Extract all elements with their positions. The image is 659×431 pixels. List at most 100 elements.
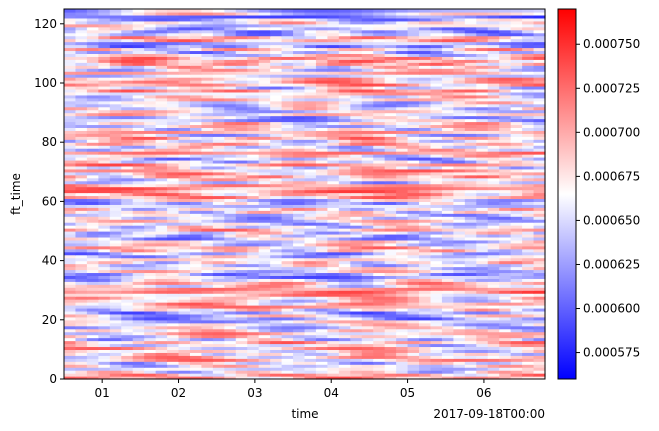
heatmap-cell <box>441 177 454 182</box>
heatmap-cell <box>373 91 386 96</box>
heatmap-cell <box>407 296 420 300</box>
heatmap-cell <box>224 213 237 217</box>
heatmap-cell <box>476 56 489 60</box>
heatmap-cell <box>430 133 443 137</box>
heatmap-cell <box>510 248 523 253</box>
heatmap-cell <box>109 177 122 182</box>
heatmap-cell <box>407 154 420 158</box>
heatmap-cell <box>487 83 500 87</box>
heatmap-cell <box>224 29 237 34</box>
heatmap-cell <box>64 174 77 179</box>
heatmap-cell <box>338 305 351 309</box>
heatmap-cell <box>155 148 168 152</box>
heatmap-cell <box>281 376 294 380</box>
heatmap-cell <box>373 290 386 294</box>
heatmap-cell <box>75 168 88 173</box>
heatmap-cell <box>270 26 283 31</box>
heatmap-cell <box>224 254 237 259</box>
heatmap-cell <box>361 364 374 368</box>
heatmap-cell <box>64 219 77 223</box>
heatmap-cell <box>476 269 489 274</box>
heatmap-cell <box>327 284 340 288</box>
heatmap-cell <box>441 136 454 140</box>
heatmap-cell <box>522 352 535 356</box>
heatmap-cell <box>132 174 145 179</box>
heatmap-cell <box>178 41 191 46</box>
heatmap-cell <box>178 334 191 339</box>
heatmap-cell <box>384 133 397 137</box>
heatmap-cell <box>132 32 145 37</box>
heatmap-cell <box>338 157 351 161</box>
heatmap-cell <box>86 210 99 214</box>
heatmap-cell <box>338 151 351 155</box>
heatmap-cell <box>533 293 546 297</box>
heatmap-cell <box>510 376 523 380</box>
heatmap-cell <box>430 145 443 149</box>
heatmap-cell <box>327 177 340 182</box>
heatmap-cell <box>247 204 260 208</box>
heatmap-cell <box>201 115 214 120</box>
heatmap-cell <box>407 269 420 274</box>
heatmap-cell <box>419 325 432 330</box>
heatmap-cell <box>419 305 432 309</box>
heatmap-cell <box>155 216 168 220</box>
heatmap-cell <box>453 373 466 377</box>
heatmap-cell <box>396 263 409 268</box>
heatmap-cell <box>407 346 420 350</box>
heatmap-cell <box>350 165 363 170</box>
heatmap-cell <box>510 213 523 217</box>
heatmap-cell <box>258 127 271 131</box>
heatmap-cell <box>212 124 225 128</box>
heatmap-cell <box>499 88 512 93</box>
heatmap-cell <box>441 346 454 350</box>
heatmap-cell <box>258 91 271 96</box>
heatmap-cell <box>499 248 512 253</box>
heatmap-cell <box>98 47 111 52</box>
heatmap-cell <box>441 242 454 247</box>
heatmap-cell <box>224 278 237 282</box>
heatmap-cell <box>476 32 489 37</box>
heatmap-cell <box>407 62 420 66</box>
heatmap-cell <box>64 248 77 253</box>
heatmap-cell <box>338 373 351 377</box>
heatmap-cell <box>522 296 535 300</box>
heatmap-cell <box>86 242 99 247</box>
heatmap-cell <box>499 275 512 279</box>
heatmap-cell <box>235 231 248 235</box>
heatmap-cell <box>304 83 317 87</box>
heatmap-cell <box>258 284 271 288</box>
heatmap-cell <box>86 355 99 359</box>
heatmap-cell <box>247 53 260 57</box>
heatmap-cell <box>464 328 477 333</box>
heatmap-cell <box>144 272 157 276</box>
heatmap-cell <box>384 367 397 371</box>
heatmap-cell <box>499 367 512 371</box>
heatmap-cell <box>224 281 237 285</box>
heatmap-cell <box>499 50 512 54</box>
heatmap-cell <box>361 242 374 247</box>
heatmap-cell <box>178 77 191 81</box>
heatmap-cell <box>373 346 386 350</box>
heatmap-cell <box>499 145 512 149</box>
heatmap-cell <box>522 257 535 262</box>
heatmap-cell <box>315 361 328 365</box>
heatmap-cell <box>373 53 386 57</box>
heatmap-cell <box>315 77 328 81</box>
heatmap-cell <box>464 180 477 185</box>
heatmap-cell <box>522 106 535 111</box>
heatmap-cell <box>487 171 500 176</box>
heatmap-cell <box>144 319 157 324</box>
heatmap-cell <box>453 219 466 223</box>
heatmap-cell <box>327 47 340 52</box>
heatmap-cell <box>293 142 306 146</box>
heatmap-cell <box>132 35 145 40</box>
heatmap-cell <box>396 47 409 52</box>
heatmap-cell <box>224 349 237 353</box>
heatmap-cell <box>533 201 546 205</box>
heatmap-cell <box>441 85 454 90</box>
heatmap-cell <box>281 124 294 128</box>
heatmap-cell <box>293 186 306 191</box>
heatmap-cell <box>430 251 443 256</box>
heatmap-cell <box>293 370 306 374</box>
heatmap-cell <box>453 127 466 131</box>
